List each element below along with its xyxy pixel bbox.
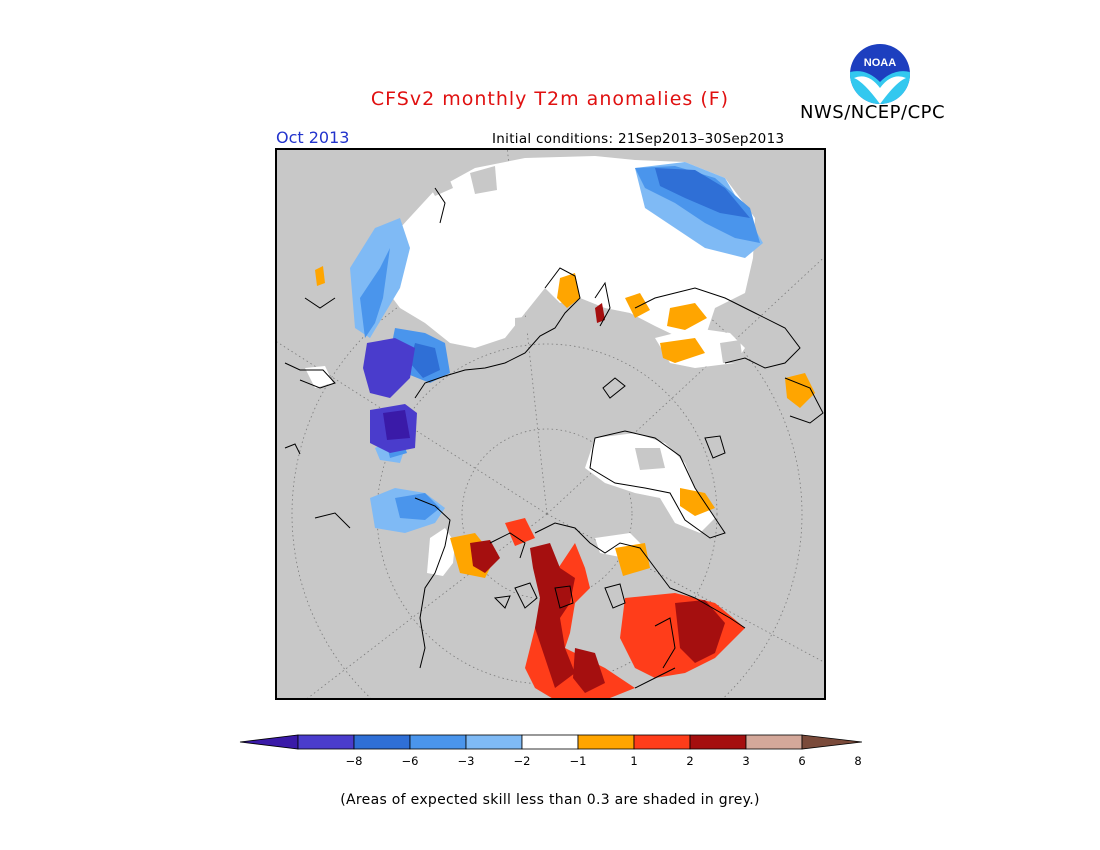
anomaly-dark-red <box>470 303 725 693</box>
logo-text: NOAA <box>864 57 896 69</box>
legend-arrow-high <box>801 734 862 750</box>
legend-cell <box>633 734 691 750</box>
legend-tick-label: 3 <box>742 754 750 768</box>
initial-conditions: Initial conditions: 21Sep2013–30Sep2013 <box>492 131 785 147</box>
map-frame <box>275 148 826 700</box>
legend-tick-label: −3 <box>457 754 475 768</box>
anomaly-deep-purple <box>383 410 410 440</box>
color-legend-bar <box>239 734 862 750</box>
legend-tick-label: −1 <box>569 754 587 768</box>
legend-cell <box>297 734 355 750</box>
legend-tick-label: −2 <box>513 754 531 768</box>
legend-cell <box>353 734 411 750</box>
coastlines <box>284 187 824 689</box>
legend-tick-label: 2 <box>686 754 694 768</box>
map-title: CFSv2 monthly T2m anomalies (F) <box>370 88 730 110</box>
valid-month: Oct 2013 <box>276 128 350 147</box>
agency-label: NWS/NCEP/CPC <box>800 102 946 123</box>
legend-tick-label: 1 <box>630 754 638 768</box>
polar-map <box>275 148 826 700</box>
legend-cell <box>521 734 579 750</box>
legend-tick-label: 6 <box>798 754 806 768</box>
legend-cell <box>465 734 523 750</box>
legend-cell <box>577 734 635 750</box>
legend-cell <box>745 734 803 750</box>
skill-footnote: (Areas of expected skill less than 0.3 a… <box>340 792 760 808</box>
legend-cell <box>689 734 747 750</box>
legend-tick-label: 8 <box>854 754 862 768</box>
legend-tick-label: −8 <box>345 754 363 768</box>
legend-tick-label: −6 <box>401 754 419 768</box>
anomaly-dark-blue <box>410 168 750 378</box>
legend-arrow-low <box>239 734 299 750</box>
legend-cell <box>409 734 467 750</box>
low-skill-patches <box>425 166 743 470</box>
noaa-logo: NOAA <box>850 44 910 104</box>
